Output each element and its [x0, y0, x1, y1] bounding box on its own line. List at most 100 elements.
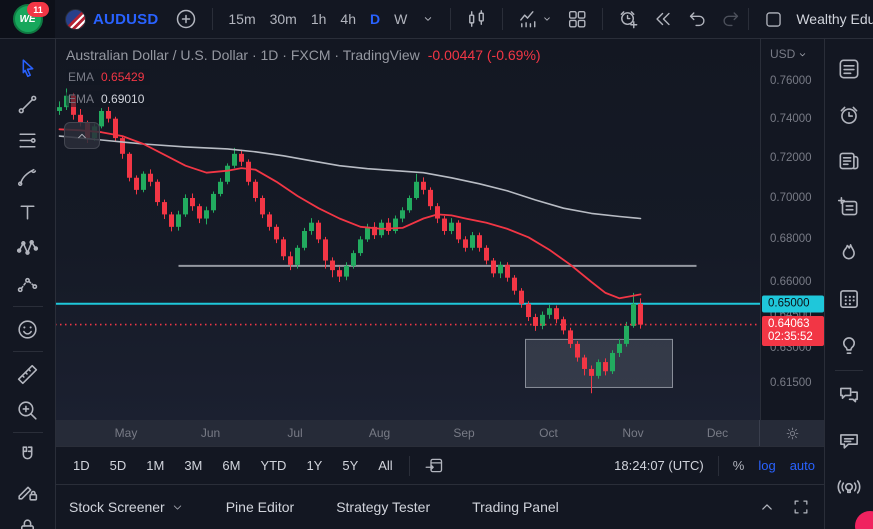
candle-body	[533, 317, 538, 326]
sidebar-watchlist-button[interactable]	[830, 46, 868, 92]
range-5Y[interactable]: 5Y	[342, 458, 359, 473]
sidebar-hotlist-button[interactable]	[830, 230, 868, 276]
go-to-date-button[interactable]	[418, 452, 451, 480]
price-axis-currency[interactable]: USD	[770, 47, 808, 61]
indicator-legend-ema-slow[interactable]: EMA 0.69010	[66, 91, 151, 107]
candle-body	[610, 352, 615, 372]
tool-lock[interactable]	[9, 509, 47, 529]
sidebar-notes-button[interactable]	[830, 184, 868, 230]
save-layout-button[interactable]	[757, 5, 790, 33]
candle-body	[456, 222, 461, 240]
layout-grid-button[interactable]	[560, 5, 594, 33]
divider	[602, 8, 604, 30]
chats-icon	[840, 387, 858, 403]
candle-body	[505, 264, 510, 278]
tab-strategy-tester[interactable]: Strategy Tester	[336, 499, 430, 515]
month-label-Jul: Jul	[287, 426, 303, 440]
trend-line-icon	[18, 95, 37, 113]
tool-text[interactable]	[9, 194, 47, 230]
tool-brush[interactable]	[9, 158, 47, 194]
range-5D[interactable]: 5D	[109, 458, 127, 473]
bar-replay-button[interactable]	[646, 5, 680, 33]
timeframe-D[interactable]: D	[370, 11, 381, 27]
sidebar-streams-button[interactable]	[830, 465, 868, 511]
tab-label: Trading Panel	[472, 499, 559, 515]
month-label-Nov: Nov	[622, 426, 644, 440]
range-3M[interactable]: 3M	[184, 458, 203, 473]
sidebar-news-button[interactable]	[830, 138, 868, 184]
timeframe-30m[interactable]: 30m	[269, 11, 297, 27]
session-clock[interactable]: 18:24:07 (UTC)	[614, 458, 704, 473]
tool-magnet[interactable]	[9, 437, 47, 473]
candle-body	[204, 210, 209, 219]
candle-body	[547, 308, 552, 315]
price-axis[interactable]: USD 0.65000 0.64063 02:35:52 0.76000 0.74…	[760, 38, 826, 420]
ema-fast-line[interactable]	[58, 128, 642, 300]
indicator-legend-ema-fast[interactable]: EMA 0.65429	[66, 69, 151, 85]
chart-style-button[interactable]	[459, 5, 494, 33]
timeframe-4h[interactable]: 4h	[340, 11, 356, 27]
tab-pine-editor[interactable]: Pine Editor	[226, 499, 294, 515]
candle-body	[274, 226, 279, 240]
symbol-button[interactable]: AUDUSD	[93, 10, 159, 28]
candle-body	[309, 222, 314, 232]
chart-pane[interactable]: Australian Dollar / U.S. Dollar · 1D · F…	[55, 38, 760, 420]
expand-panel-button[interactable]	[757, 497, 777, 517]
candle-body	[603, 362, 608, 372]
plus-circle-icon	[177, 9, 196, 29]
divider	[12, 432, 43, 433]
tool-fib-retracement[interactable]	[9, 122, 47, 158]
price-chart[interactable]	[55, 38, 760, 420]
range-All[interactable]: All	[378, 458, 393, 473]
tab-trading-panel[interactable]: Trading Panel	[472, 499, 559, 515]
ema-slow-line[interactable]	[58, 135, 642, 220]
layout-name[interactable]: Wealthy Educ...	[796, 11, 873, 27]
chevron-down-icon	[544, 17, 551, 21]
candle-body	[134, 177, 139, 190]
tool-forecast[interactable]	[9, 266, 47, 302]
undo-button[interactable]	[680, 5, 714, 33]
create-alert-button[interactable]	[611, 5, 646, 33]
timeframe-1h[interactable]: 1h	[310, 11, 327, 27]
tool-trend-line[interactable]	[9, 86, 47, 122]
support-chat-bubble[interactable]	[855, 511, 873, 529]
sidebar-chats-button[interactable]	[830, 373, 868, 419]
tool-cursor[interactable]	[9, 50, 47, 86]
tool-xabcd-pattern[interactable]	[9, 230, 47, 266]
sidebar-comments-button[interactable]	[830, 419, 868, 465]
percent-scale-button[interactable]: %	[732, 458, 745, 473]
sidebar-alerts-button[interactable]	[830, 92, 868, 138]
range-1D[interactable]: 1D	[73, 458, 90, 473]
fullscreen-button[interactable]	[791, 497, 811, 517]
price-tick-0.61500: 0.61500	[770, 376, 812, 389]
timeframe-menu-button[interactable]	[414, 5, 442, 33]
range-1Y[interactable]: 1Y	[306, 458, 323, 473]
compare-add-symbol-button[interactable]	[168, 5, 204, 33]
range-YTD[interactable]: YTD	[260, 458, 287, 473]
sidebar-calendar-button[interactable]	[830, 276, 868, 322]
candle-body	[589, 368, 594, 376]
timeframe-15m[interactable]: 15m	[228, 11, 256, 27]
date-range-group: 1D 5D 1M 3M 6M YTD 1Y 5Y All	[65, 455, 401, 476]
tool-drawing-lock[interactable]	[9, 473, 47, 509]
indicators-button[interactable]	[511, 5, 560, 33]
range-6M[interactable]: 6M	[222, 458, 241, 473]
collapse-legend-button[interactable]	[64, 122, 100, 149]
time-axis-scale[interactable]: May Jun Jul Aug Sep Oct Nov Dec	[55, 420, 759, 446]
sidebar-ideas-button[interactable]	[830, 322, 868, 368]
tool-ruler[interactable]	[9, 356, 47, 392]
range-1M[interactable]: 1M	[146, 458, 165, 473]
redo-button[interactable]	[714, 5, 748, 33]
main-menu-button[interactable]: WE 11	[0, 0, 55, 38]
log-scale-button[interactable]: log	[758, 458, 776, 473]
redo-icon	[723, 12, 739, 27]
tab-stock-screener[interactable]: Stock Screener	[69, 499, 184, 515]
candle-body	[267, 214, 272, 227]
tool-emoji[interactable]	[9, 311, 47, 347]
time-axis-settings[interactable]	[759, 420, 825, 446]
timeframe-W[interactable]: W	[394, 11, 408, 27]
tool-zoom-in[interactable]	[9, 392, 47, 428]
candle-body	[484, 247, 489, 261]
auto-scale-button[interactable]: auto	[789, 458, 815, 473]
tab-label: Pine Editor	[225, 499, 295, 515]
